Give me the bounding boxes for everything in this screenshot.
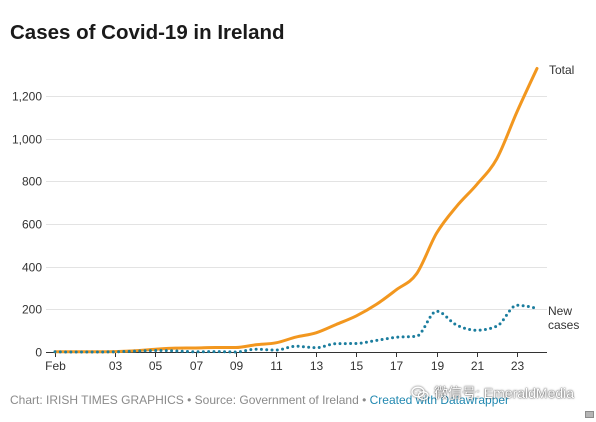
wechat-icon bbox=[411, 386, 429, 401]
y-tick-label: 1,000 bbox=[12, 133, 42, 147]
footer-credit: Chart: IRISH TIMES GRAPHICS • Source: Go… bbox=[10, 393, 370, 407]
x-tick-label: 11 bbox=[270, 359, 283, 373]
gridlines bbox=[46, 96, 547, 353]
watermark: 微信号: EmeraldMedia bbox=[411, 385, 574, 401]
x-tick-label: 21 bbox=[471, 359, 485, 373]
chart-title: Cases of Covid-19 in Ireland bbox=[10, 21, 285, 44]
series-line-new-cases bbox=[53, 303, 539, 354]
y-tick-label: 1,200 bbox=[12, 90, 42, 104]
x-tick-label: 15 bbox=[350, 359, 364, 373]
x-tick-label: 09 bbox=[230, 359, 244, 373]
y-tick-label: 0 bbox=[35, 346, 42, 360]
x-tick-label: 19 bbox=[431, 359, 445, 373]
y-axis: 0 200 400 600 800 1,000 1,200 bbox=[12, 90, 42, 360]
series-label-total: Total bbox=[549, 63, 575, 77]
series-label-new-cases: New cases bbox=[548, 304, 580, 332]
x-tick-label: 03 bbox=[109, 359, 123, 373]
y-tick-label: 200 bbox=[22, 303, 42, 317]
x-tick-label: 07 bbox=[190, 359, 204, 373]
datawrapper-link[interactable]: Created with Datawrapper bbox=[369, 393, 510, 407]
watermark-text: 微信号: EmeraldMedia bbox=[434, 385, 575, 401]
x-tick-label: 13 bbox=[310, 359, 324, 373]
x-tick-label: Feb bbox=[45, 359, 66, 373]
x-tick-label: 17 bbox=[390, 359, 404, 373]
y-tick-label: 800 bbox=[22, 175, 42, 189]
small-box-icon bbox=[585, 411, 594, 418]
y-tick-label: 400 bbox=[22, 261, 42, 275]
x-tick-label: 23 bbox=[511, 359, 525, 373]
y-tick-label: 600 bbox=[22, 218, 42, 232]
x-tick-label: 05 bbox=[149, 359, 163, 373]
chart-footer: Chart: IRISH TIMES GRAPHICS • Source: Go… bbox=[10, 393, 509, 407]
x-axis: Feb 03 05 07 09 11 13 15 17 19 21 23 bbox=[45, 352, 524, 373]
series-lines bbox=[53, 66, 539, 354]
